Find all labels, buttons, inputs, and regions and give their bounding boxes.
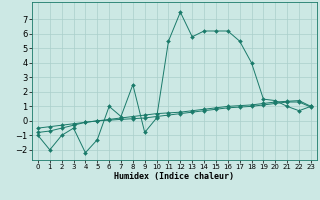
X-axis label: Humidex (Indice chaleur): Humidex (Indice chaleur) xyxy=(115,172,234,181)
